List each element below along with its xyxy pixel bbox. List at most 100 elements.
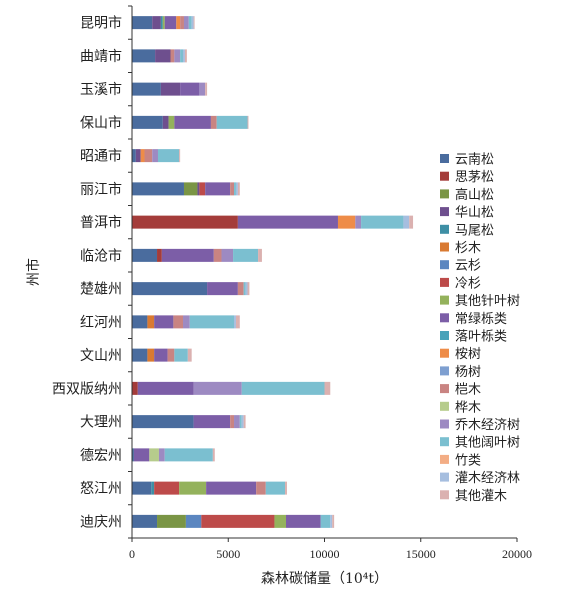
bar-segment <box>230 182 235 196</box>
bar-segment <box>132 315 148 329</box>
bar-segment <box>191 16 194 30</box>
bar-segment <box>173 315 184 329</box>
x-tick-label: 10000 <box>310 547 340 561</box>
bar-segment <box>330 514 333 528</box>
bar-segment <box>237 215 338 229</box>
bar-segment <box>132 16 153 30</box>
bar-segment <box>157 514 186 528</box>
legend-swatch <box>440 331 449 340</box>
bar-segment <box>147 348 155 362</box>
bar-segment <box>157 248 162 262</box>
bar-segment <box>256 481 266 495</box>
bar-segment <box>189 315 235 329</box>
legend-label: 其他阔叶树 <box>455 436 520 451</box>
bar-segment <box>132 248 158 262</box>
bar-segment <box>337 215 356 229</box>
legend-swatch <box>440 295 449 305</box>
bar-segment <box>199 182 206 196</box>
category-label: 迪庆州 <box>80 514 122 530</box>
x-tick-label: 0 <box>129 547 135 561</box>
bar-segment <box>154 348 168 362</box>
bar-segment <box>160 82 181 96</box>
bar-segment <box>239 415 242 429</box>
category-label: 文山州 <box>80 348 122 364</box>
category-label: 德宏州 <box>80 448 122 464</box>
bar-segment <box>216 115 248 129</box>
bar-segment <box>164 448 213 462</box>
bar-segment <box>132 115 163 129</box>
category-label: 楚雄州 <box>80 282 122 298</box>
category-label: 曲靖市 <box>80 48 122 65</box>
legend-swatch <box>440 260 449 270</box>
bar-segment <box>132 348 148 362</box>
legend-label: 思茅松 <box>455 170 494 185</box>
category-label: 西双版纳州 <box>52 381 122 397</box>
bar-segment <box>158 448 165 462</box>
category-label: 怒江州 <box>80 481 122 497</box>
legend-label: 乔木经济树 <box>455 418 520 433</box>
bar-segment <box>286 514 321 528</box>
y-axis-title: 州市 <box>25 258 42 286</box>
bar-segment <box>151 481 155 495</box>
legend-swatch <box>440 207 449 217</box>
bar-segment <box>237 182 240 196</box>
bar-segment <box>183 49 185 63</box>
legend-swatch <box>440 490 449 500</box>
category-label: 临沧市 <box>80 247 122 264</box>
bar-segment <box>183 182 198 196</box>
bar-segment <box>132 282 208 296</box>
bar-segment <box>233 248 259 262</box>
legend-label: 冷杉 <box>455 276 481 291</box>
bar-segment <box>179 149 181 163</box>
legend-swatch <box>440 401 449 411</box>
legend-swatch <box>440 384 449 394</box>
bar-segment <box>179 481 207 495</box>
bar-segment <box>162 115 169 129</box>
bar-segment <box>212 448 215 462</box>
bar-segment <box>235 315 240 329</box>
legend-swatch <box>440 313 449 323</box>
category-label: 昆明市 <box>80 15 122 32</box>
bar-segment <box>180 49 184 63</box>
bar-segment <box>135 149 141 163</box>
bar-segment <box>157 149 180 163</box>
category-label: 红河州 <box>80 315 122 331</box>
bar-segment <box>132 448 134 462</box>
category-label: 丽江市 <box>80 181 122 198</box>
x-axis-title: 森林碳储量（10⁴t） <box>261 571 388 587</box>
bar-segment <box>241 381 325 395</box>
legend-swatch <box>440 419 449 429</box>
bar-segment <box>154 481 180 495</box>
bar-segment <box>199 82 206 96</box>
x-tick-label: 5000 <box>216 547 240 561</box>
legend-label: 华山松 <box>455 206 494 221</box>
category-label: 大理州 <box>80 415 122 431</box>
bar-segment <box>230 415 235 429</box>
bar-segment <box>174 49 181 63</box>
bar-segment <box>154 315 174 329</box>
bar-segment <box>137 381 194 395</box>
legend-label: 云南松 <box>455 152 494 168</box>
bar-segment <box>161 248 214 262</box>
bar-segment <box>361 215 404 229</box>
bar-segment <box>285 481 287 495</box>
legend-label: 云杉 <box>455 259 481 274</box>
bar-segment <box>187 348 192 362</box>
bar-segment <box>241 415 244 429</box>
legend-swatch <box>440 277 449 287</box>
bar-segment <box>167 348 175 362</box>
category-label: 普洱市 <box>80 214 122 231</box>
bar-segment <box>132 381 138 395</box>
bar-segment <box>409 215 414 229</box>
bar-segment <box>183 315 190 329</box>
bar-segment <box>162 16 165 30</box>
legend-label: 常绿栎类 <box>455 312 507 327</box>
bar-segment <box>132 182 184 196</box>
bar-segment <box>170 49 175 63</box>
bar-segment <box>140 149 145 163</box>
bar-segment <box>174 115 211 129</box>
bar-segment <box>193 415 231 429</box>
category-label: 昭通市 <box>80 148 122 165</box>
bar-segment <box>247 115 249 129</box>
